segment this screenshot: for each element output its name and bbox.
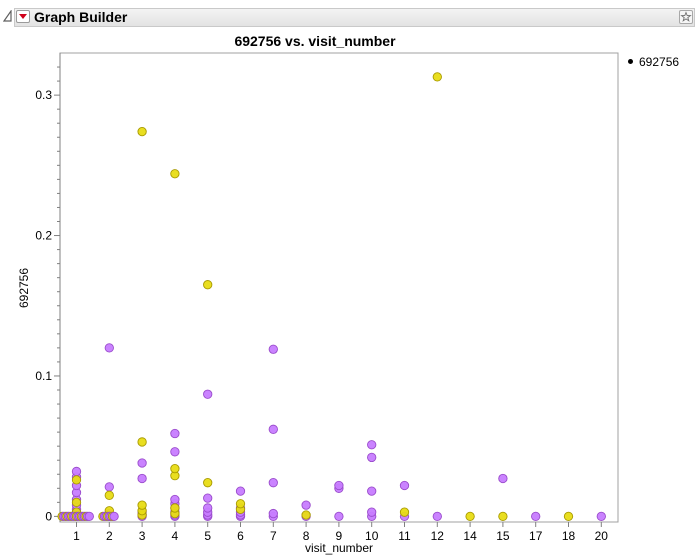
legend-label: 692756 xyxy=(639,55,680,69)
data-point-purple xyxy=(367,452,377,463)
chart-title: 692756 vs. visit_number xyxy=(234,33,396,49)
legend: 692756 xyxy=(628,55,679,69)
data-point-yellow xyxy=(170,463,180,474)
star-icon[interactable] xyxy=(679,10,693,24)
y-axis: 0 0.1 0.2 0.3 xyxy=(35,53,61,523)
x-tick-label: 3 xyxy=(139,529,146,543)
data-point-purple xyxy=(203,503,213,513)
x-tick-label: 1 xyxy=(73,529,80,543)
x-tick-label: 20 xyxy=(595,529,609,543)
x-tick-label: 17 xyxy=(529,529,543,543)
y-axis-label: 692756 xyxy=(17,268,31,308)
x-tick-label: 7 xyxy=(270,529,277,543)
data-point-yellow xyxy=(170,169,180,179)
data-point-purple xyxy=(596,511,606,522)
data-point-yellow xyxy=(301,510,311,520)
x-tick-label: 5 xyxy=(204,529,211,543)
data-points xyxy=(57,72,606,522)
data-point-purple xyxy=(399,480,410,491)
data-point-purple xyxy=(268,478,278,488)
red-triangle-menu-icon[interactable] xyxy=(16,10,30,23)
data-point-yellow xyxy=(399,507,410,517)
data-point-purple xyxy=(137,473,147,484)
data-point-purple xyxy=(268,344,278,354)
data-point-purple xyxy=(268,508,278,519)
data-point-purple xyxy=(109,511,119,522)
x-tick-label: 9 xyxy=(336,529,343,543)
data-point-purple xyxy=(432,511,442,522)
data-point-yellow xyxy=(498,511,508,522)
y-tick-label: 0.3 xyxy=(35,88,52,102)
disclosure-triangle-icon[interactable] xyxy=(3,10,13,22)
data-point-purple xyxy=(170,428,180,439)
data-point-purple xyxy=(367,507,377,517)
data-point-yellow xyxy=(137,437,147,447)
data-point-yellow xyxy=(71,475,82,485)
x-tick-label: 11 xyxy=(398,529,411,543)
data-point-purple xyxy=(170,494,180,505)
x-tick-label: 14 xyxy=(463,529,477,543)
data-point-yellow xyxy=(71,497,82,507)
data-point-purple xyxy=(367,486,377,496)
data-point-yellow xyxy=(170,503,180,513)
data-point-purple xyxy=(104,482,114,492)
window-title: Graph Builder xyxy=(34,9,128,25)
x-tick-label: 2 xyxy=(106,529,113,543)
x-axis: 1 2 3 4 5 6 7 8 9 10 11 12 14 15 17 18 20 xyxy=(73,522,608,543)
data-point-purple xyxy=(498,473,508,484)
data-point-purple xyxy=(84,511,94,522)
y-tick-label: 0.2 xyxy=(35,229,52,243)
x-tick-label: 4 xyxy=(172,529,179,543)
data-point-yellow xyxy=(432,72,442,82)
data-point-yellow xyxy=(203,280,213,290)
data-point-purple xyxy=(137,458,147,468)
data-point-purple xyxy=(203,389,213,399)
data-point-purple xyxy=(268,424,278,434)
data-point-yellow xyxy=(137,500,147,510)
data-point-yellow xyxy=(465,511,475,522)
x-tick-label: 8 xyxy=(303,529,310,543)
data-point-yellow xyxy=(203,478,213,488)
data-point-purple xyxy=(203,493,213,503)
x-tick-label: 10 xyxy=(365,529,379,543)
x-tick-label: 18 xyxy=(562,529,576,543)
x-tick-label: 6 xyxy=(237,529,244,543)
data-point-yellow xyxy=(235,499,246,509)
report-header xyxy=(14,8,695,27)
x-tick-label: 12 xyxy=(431,529,445,543)
data-point-yellow xyxy=(104,490,114,500)
y-tick-label: 0 xyxy=(45,509,52,523)
x-tick-label: 15 xyxy=(496,529,510,543)
data-point-purple xyxy=(235,486,246,496)
legend-marker-icon xyxy=(628,59,633,65)
data-point-purple xyxy=(531,511,541,522)
y-tick-label: 0.1 xyxy=(35,369,52,383)
data-point-yellow xyxy=(137,126,147,137)
x-axis-label: visit_number xyxy=(305,541,373,555)
data-point-purple xyxy=(301,500,311,510)
data-point-purple xyxy=(334,480,344,491)
data-point-purple xyxy=(334,511,344,522)
data-point-purple xyxy=(170,447,180,457)
data-point-purple xyxy=(71,466,82,477)
data-point-purple xyxy=(367,440,377,450)
data-point-purple xyxy=(104,343,114,353)
plot-frame xyxy=(59,52,619,523)
data-point-yellow xyxy=(563,511,574,522)
